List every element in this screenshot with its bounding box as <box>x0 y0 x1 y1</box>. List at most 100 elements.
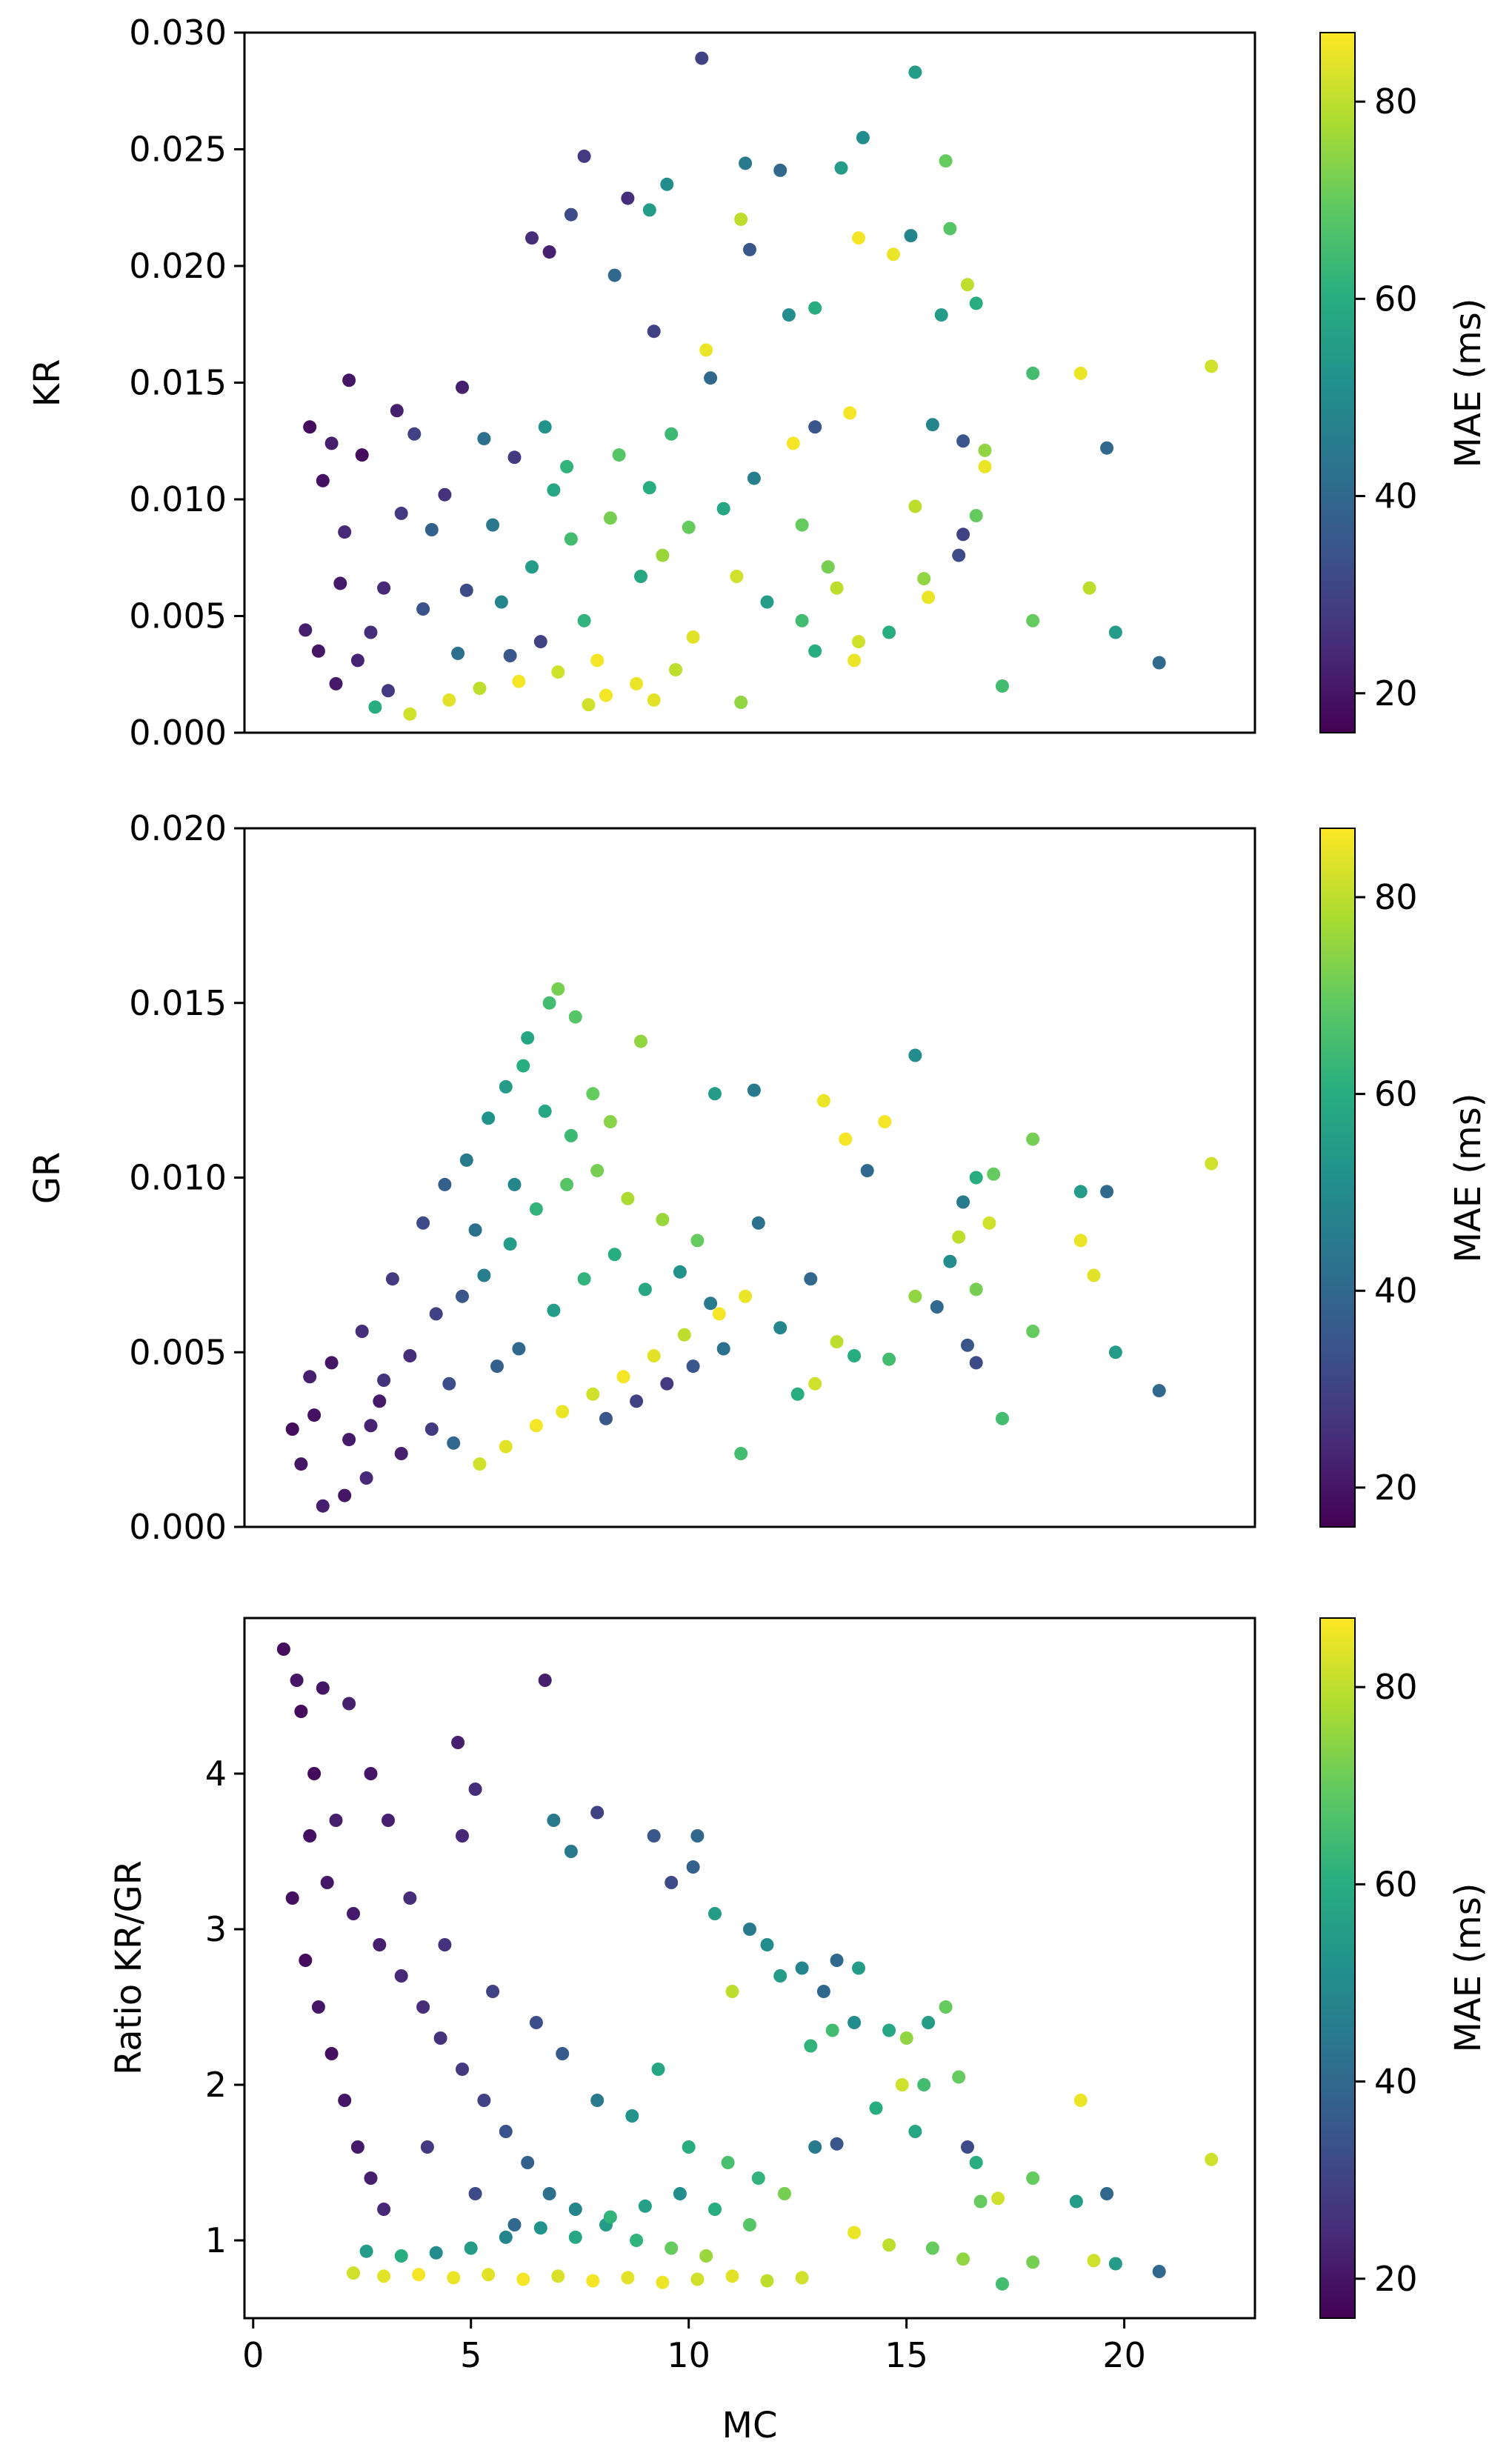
ratio-point <box>699 2249 713 2263</box>
gr-point <box>816 1094 830 1108</box>
gr-point <box>477 1268 491 1282</box>
ratio-point <box>564 1845 578 1858</box>
gr-point <box>930 1300 944 1314</box>
gr-point <box>982 1216 996 1230</box>
ratio-y-tick-label: 3 <box>205 1909 227 1949</box>
gr-point <box>956 1195 970 1209</box>
ratio-point <box>725 2269 739 2283</box>
gr-point <box>1152 1384 1166 1398</box>
gr-point <box>590 1164 605 1178</box>
kr-point <box>525 560 539 574</box>
ratio-point <box>482 2268 496 2282</box>
gr-point <box>577 1272 591 1286</box>
kr-point <box>564 207 578 222</box>
ratio-point <box>1108 2257 1122 2271</box>
gr-point <box>712 1307 726 1321</box>
ratio-colorbar <box>1319 1617 1356 2319</box>
kr-point <box>695 51 709 65</box>
ratio-point <box>364 1767 378 1780</box>
kr-point <box>956 527 970 542</box>
gr-point <box>808 1377 822 1391</box>
ratio-point <box>603 2210 617 2224</box>
kr-point <box>1205 359 1219 373</box>
gr-point <box>338 1488 352 1502</box>
ratio-point <box>1026 2255 1040 2269</box>
ratio-point <box>925 2241 939 2255</box>
ratio-point <box>568 2203 582 2216</box>
ratio-point <box>956 2252 970 2266</box>
ratio-point <box>350 2140 364 2154</box>
ratio-point <box>804 2039 818 2053</box>
ratio-point <box>316 1681 330 1695</box>
kr-point <box>795 613 809 628</box>
kr-point <box>939 154 953 168</box>
gr-point <box>630 1394 644 1408</box>
ratio-point <box>382 1814 395 1827</box>
kr-point <box>882 625 896 639</box>
kr-point <box>716 502 730 516</box>
ratio-colorbar-label: MAE (ms) <box>1448 1883 1489 2052</box>
gr-point <box>987 1167 1001 1181</box>
ratio-point <box>294 1705 308 1718</box>
kr-colorbar-tick-label: 80 <box>1374 81 1418 122</box>
ratio-point <box>760 1938 774 1951</box>
kr-point <box>686 630 700 644</box>
ratio-point <box>451 1736 465 1749</box>
ratio-point <box>665 2241 679 2255</box>
ratio-point <box>869 2101 883 2115</box>
ratio-point <box>285 1891 299 1905</box>
kr-point <box>368 700 382 714</box>
ratio-point <box>447 2271 461 2285</box>
gr-point <box>908 1048 922 1062</box>
kr-point <box>438 487 452 502</box>
gr-point <box>529 1419 543 1433</box>
gr-point <box>377 1374 391 1387</box>
ratio-point <box>377 2203 391 2216</box>
kr-point <box>961 278 974 292</box>
panel-kr: 0.000 0.005 0.010 0.015 0.020 0.025 0.030 KR 2… <box>27 13 1489 753</box>
ratio-point <box>621 2271 635 2285</box>
gr-point <box>1026 1132 1040 1146</box>
ratio-point <box>468 1783 482 1796</box>
gr-point <box>394 1447 408 1460</box>
kr-point <box>603 511 617 525</box>
ratio-x-tick-label: 20 <box>1102 2335 1146 2375</box>
kr-y-tick-label: 0.015 <box>129 363 227 403</box>
kr-point <box>424 523 439 536</box>
gr-point <box>424 1422 439 1436</box>
ratio-point <box>690 1829 705 1843</box>
ratio-point <box>394 2249 408 2263</box>
gr-point <box>607 1248 622 1262</box>
gr-point <box>294 1457 308 1471</box>
ratio-point <box>708 1907 722 1920</box>
ratio-point <box>412 2268 426 2282</box>
kr-point <box>394 506 408 520</box>
gr-point <box>773 1321 787 1335</box>
ratio-axes: 1 2 3 4 0 5 10 15 20 <box>205 1754 1146 2375</box>
gr-point <box>847 1349 862 1362</box>
kr-point <box>590 653 605 668</box>
gr-y-tick-label: 0.010 <box>129 1158 227 1198</box>
kr-point <box>704 371 718 385</box>
gr-y-tick-label: 0.005 <box>129 1332 227 1372</box>
kr-point <box>925 418 939 432</box>
ratio-point <box>464 2241 478 2255</box>
ratio-point <box>477 2094 491 2107</box>
gr-point <box>673 1265 687 1279</box>
kr-point <box>416 602 430 616</box>
gr-point <box>303 1370 317 1384</box>
ratio-point <box>499 2125 513 2138</box>
ratio-point <box>847 2016 862 2029</box>
ratio-point <box>647 1829 661 1843</box>
ratio-point <box>1069 2194 1083 2209</box>
kr-point <box>612 448 626 462</box>
ratio-point <box>416 2000 430 2014</box>
kr-point <box>316 473 330 487</box>
gr-point <box>507 1177 522 1191</box>
gr-point <box>459 1153 473 1167</box>
kr-point <box>382 684 395 698</box>
kr-point <box>795 518 809 532</box>
gr-point <box>490 1359 504 1374</box>
ratio-point <box>1026 2171 1040 2185</box>
